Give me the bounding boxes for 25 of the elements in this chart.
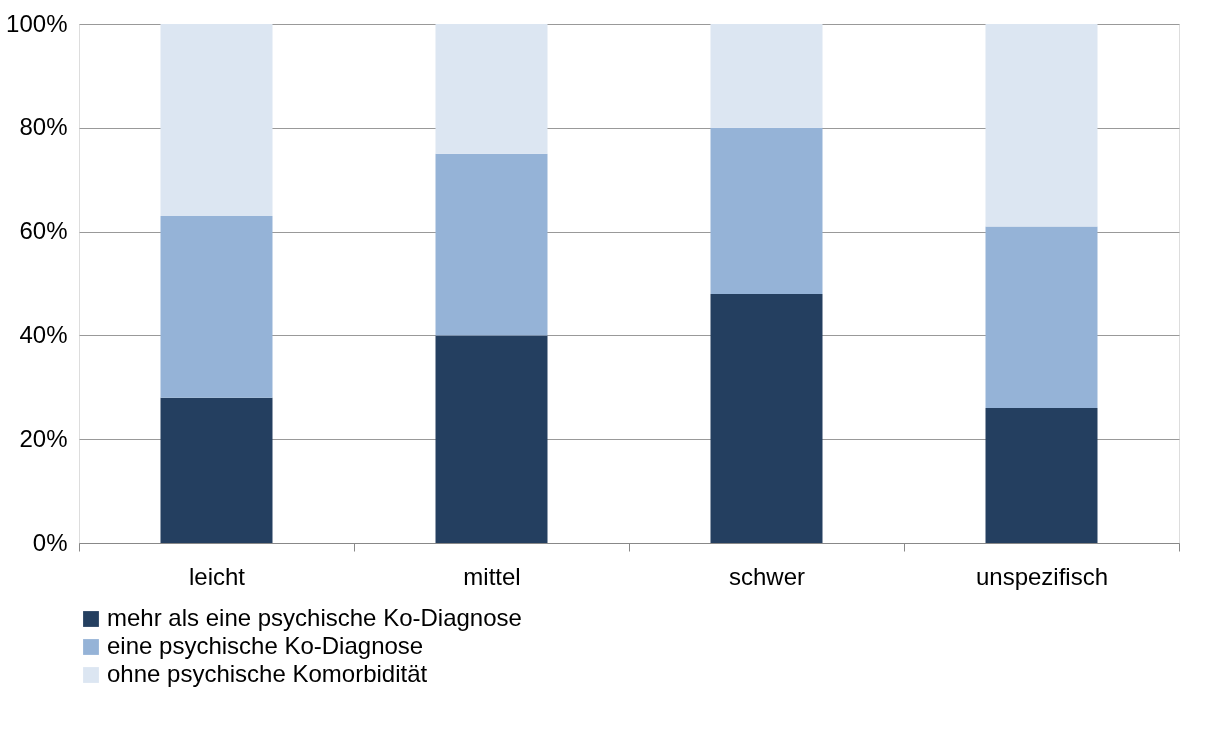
x-tick-label: schwer xyxy=(728,562,806,590)
legend-label: ohne psychische Komorbidität xyxy=(107,660,428,687)
legend-label: mehr als eine psychische Ko-Diagnose xyxy=(107,604,522,631)
bar xyxy=(435,153,548,336)
bar xyxy=(160,216,273,398)
bar xyxy=(710,127,823,294)
y-tick-label: 20% xyxy=(19,424,68,452)
bar xyxy=(160,24,273,217)
bar xyxy=(435,24,548,154)
bar xyxy=(985,24,1098,227)
bar xyxy=(160,397,273,543)
y-tick-label: 80% xyxy=(19,113,68,141)
bar xyxy=(985,226,1098,409)
legend-label: eine psychische Ko-Diagnose xyxy=(107,632,424,659)
x-tick-label: mittel xyxy=(463,562,521,590)
y-tick-label: 100% xyxy=(6,9,68,37)
y-tick-label: 0% xyxy=(32,528,68,556)
bar xyxy=(435,335,548,543)
x-tick-label: leicht xyxy=(188,562,246,590)
x-tick-label: unspezifisch xyxy=(975,562,1109,590)
bar xyxy=(710,24,823,128)
y-tick-label: 60% xyxy=(19,217,68,245)
bar xyxy=(985,408,1098,543)
y-tick-label: 40% xyxy=(19,320,68,348)
bar xyxy=(710,293,823,543)
